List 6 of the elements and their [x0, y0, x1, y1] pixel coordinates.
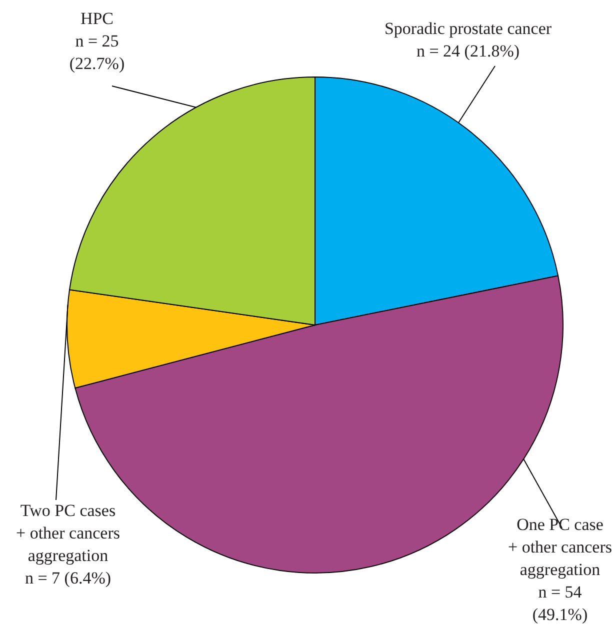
data-label: n = 24 (21.8%)	[416, 42, 520, 60]
slice-label: HPC	[80, 9, 114, 28]
data-label: n = 54 (49.1%)	[532, 582, 588, 624]
data-label: n = 7 (6.4%)	[24, 568, 112, 588]
slice-label: Sporadic prostate cancer	[384, 19, 552, 38]
data-label: n = 25 (22.7%)	[69, 32, 125, 73]
